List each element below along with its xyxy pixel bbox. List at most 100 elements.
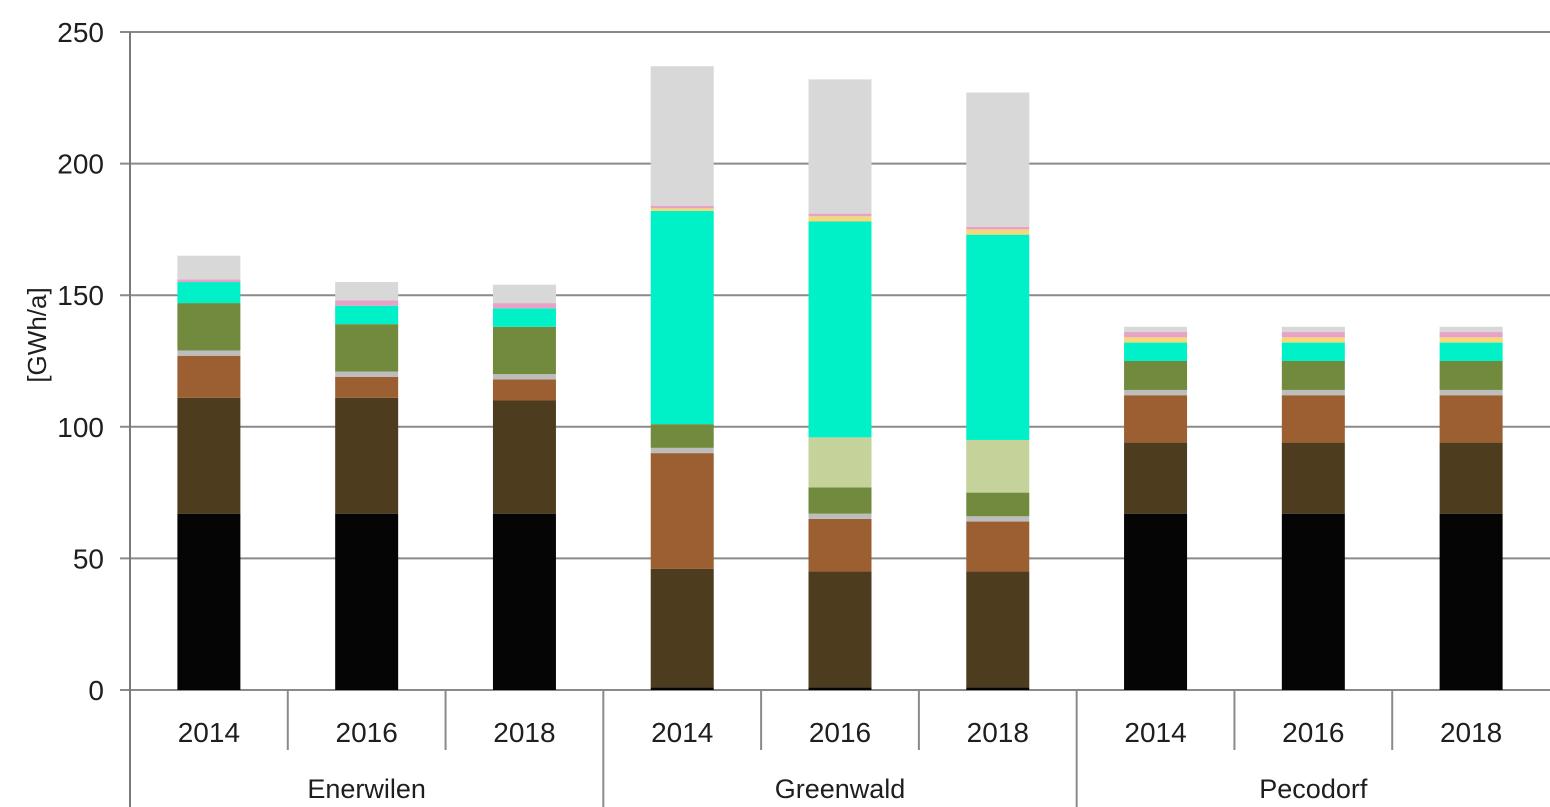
bar-segment — [808, 487, 872, 514]
bar-segment — [177, 355, 241, 398]
bar-segment — [1281, 342, 1345, 361]
bar-segment — [966, 492, 1030, 517]
y-tick-label: 200 — [57, 149, 104, 180]
group-label: Enerwilen — [307, 774, 426, 804]
y-tick-label: 0 — [88, 675, 104, 706]
y-tick-label: 250 — [57, 17, 104, 48]
bar-segment — [966, 234, 1030, 440]
y-axis-label: [GWh/a] — [22, 287, 52, 382]
bar-segment — [177, 350, 241, 356]
bar-segment — [335, 376, 399, 398]
bar-segment — [650, 208, 714, 211]
bar-segment — [808, 221, 872, 438]
bar-segment — [966, 571, 1030, 688]
bar-segment — [177, 282, 241, 304]
bar-segment — [1281, 389, 1345, 396]
bar-segment — [1124, 395, 1188, 443]
bar-segment — [1124, 326, 1188, 333]
bar-segment — [1439, 442, 1503, 514]
bar-segment — [808, 213, 872, 217]
y-tick-label: 50 — [73, 543, 104, 574]
bar-segment — [177, 513, 241, 690]
bar-segment — [492, 374, 556, 380]
bar-segment — [335, 305, 399, 325]
bar-segment — [1281, 395, 1345, 443]
bar-segment — [650, 453, 714, 569]
bar-segment — [808, 216, 872, 222]
bars — [177, 66, 1503, 690]
x-tick-label: 2016 — [809, 717, 871, 748]
bar-segment — [966, 226, 1030, 230]
y-tick-label: 100 — [57, 412, 104, 443]
bar-segment — [650, 687, 714, 690]
bar-segment — [1439, 389, 1503, 396]
bar-segment — [492, 513, 556, 690]
bar-segment — [1439, 361, 1503, 390]
group-label: Greenwald — [775, 774, 906, 804]
bar-segment — [1124, 361, 1188, 390]
bar-segment — [1281, 442, 1345, 514]
bar-segment — [335, 397, 399, 514]
bar-segment — [966, 92, 1030, 227]
axes: 0 50 100 150 200 250 2014 2016 2018 Enerwilen 2014… — [57, 17, 1502, 807]
bar-segment — [1124, 389, 1188, 396]
bar-segment — [335, 282, 399, 301]
bar-segment — [492, 379, 556, 401]
bar-segment — [335, 324, 399, 372]
bar-segment — [492, 303, 556, 309]
x-tick-label: 2018 — [1440, 717, 1502, 748]
x-tick-label: 2018 — [493, 717, 555, 748]
bar-segment — [808, 79, 872, 214]
bar-segment — [808, 518, 872, 572]
bar-segment — [650, 210, 714, 425]
bar-segment — [650, 424, 714, 448]
bar-segment — [1124, 337, 1188, 343]
x-tick-label: 2014 — [178, 717, 240, 748]
bar-segment — [1281, 326, 1345, 333]
bar-segment — [1439, 337, 1503, 343]
x-tick-label: 2016 — [336, 717, 398, 748]
bar-segment — [1439, 326, 1503, 333]
bar-segment — [1281, 337, 1345, 343]
y-tick-label: 150 — [57, 280, 104, 311]
bar-segment — [335, 513, 399, 690]
bar-segment — [335, 300, 399, 306]
x-tick-label: 2014 — [1124, 717, 1186, 748]
bar-segment — [650, 205, 714, 209]
bar-segment — [650, 66, 714, 206]
x-tick-label: 2018 — [967, 717, 1029, 748]
bar-segment — [808, 437, 872, 488]
bar-segment — [492, 308, 556, 327]
bar-segment — [1124, 342, 1188, 361]
bar-segment — [177, 303, 241, 351]
bar-segment — [492, 284, 556, 304]
bar-segment — [1281, 361, 1345, 390]
bar-segment — [492, 326, 556, 375]
bar-segment — [177, 255, 241, 280]
bar-segment — [966, 521, 1030, 572]
x-tick-label: 2016 — [1282, 717, 1344, 748]
bar-segment — [808, 513, 872, 519]
bar-segment — [966, 229, 1030, 235]
bar-segment — [1439, 332, 1503, 338]
bar-segment — [1439, 513, 1503, 690]
bar-segment — [808, 571, 872, 688]
bar-segment — [808, 687, 872, 690]
bar-segment — [177, 397, 241, 514]
bar-segment — [1124, 442, 1188, 514]
bar-segment — [1124, 513, 1188, 690]
bar-segment — [1439, 342, 1503, 361]
bar-segment — [1281, 332, 1345, 338]
group-label: Pecodorf — [1259, 774, 1368, 804]
bar-segment — [1281, 513, 1345, 690]
bar-segment — [492, 400, 556, 514]
bar-segment — [966, 516, 1030, 522]
bar-segment — [966, 439, 1030, 493]
bar-segment — [650, 447, 714, 454]
bar-segment — [1439, 395, 1503, 443]
bar-segment — [1124, 332, 1188, 338]
x-tick-label: 2014 — [651, 717, 713, 748]
bar-segment — [177, 279, 241, 283]
